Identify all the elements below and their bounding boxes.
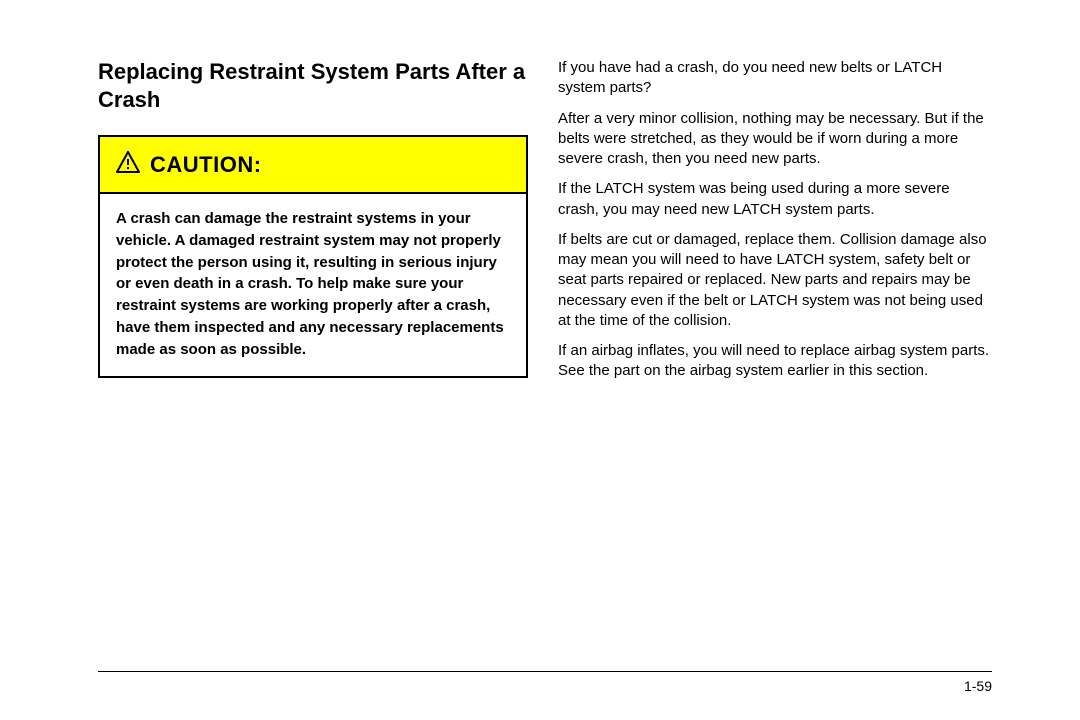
- page-number: 1-59: [964, 678, 992, 694]
- left-column: Replacing Restraint System Parts After a…: [98, 58, 528, 392]
- caution-header: CAUTION:: [100, 137, 526, 194]
- right-column: If you have had a crash, do you need new…: [558, 58, 990, 392]
- footer-rule: [98, 671, 992, 672]
- body-paragraph: If an airbag inflates, you will need to …: [558, 341, 990, 382]
- caution-box: CAUTION: A crash can damage the restrain…: [98, 135, 528, 378]
- manual-page: Replacing Restraint System Parts After a…: [0, 0, 1080, 432]
- warning-triangle-icon: [116, 151, 140, 178]
- section-heading: Replacing Restraint System Parts After a…: [98, 58, 528, 113]
- body-paragraph: After a very minor collision, nothing ma…: [558, 109, 990, 170]
- body-paragraph: If you have had a crash, do you need new…: [558, 58, 990, 99]
- body-paragraph: If belts are cut or damaged, replace the…: [558, 230, 990, 331]
- caution-label: CAUTION:: [150, 152, 262, 178]
- caution-body-text: A crash can damage the restraint systems…: [100, 194, 526, 376]
- body-paragraph: If the LATCH system was being used durin…: [558, 179, 990, 220]
